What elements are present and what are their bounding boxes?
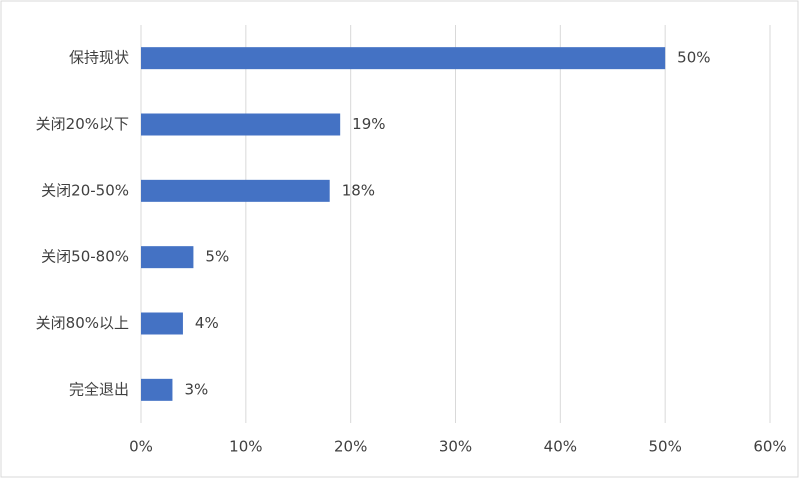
x-tick-label: 10%	[229, 438, 262, 456]
x-tick-label: 30%	[439, 438, 472, 456]
bar	[141, 246, 194, 269]
x-tick-label: 20%	[334, 438, 367, 456]
bar	[141, 113, 341, 136]
x-tick-label: 0%	[129, 438, 153, 456]
data-label: 3%	[184, 380, 208, 398]
bar	[141, 312, 183, 335]
bar	[141, 378, 173, 401]
y-tick-label: 关闭80%以上	[36, 314, 129, 332]
data-label: 19%	[352, 115, 385, 133]
data-label: 18%	[342, 181, 375, 199]
y-tick-label: 关闭20%以下	[36, 115, 129, 133]
data-label: 50%	[677, 49, 710, 67]
x-tick-label: 50%	[648, 438, 681, 456]
bar	[141, 47, 666, 70]
y-tick-label: 关闭50-80%	[41, 248, 129, 266]
data-label: 5%	[205, 248, 229, 266]
data-label: 4%	[195, 314, 219, 332]
y-tick-label: 完全退出	[69, 380, 129, 398]
bar	[141, 179, 330, 202]
y-tick-label: 保持现状	[69, 49, 129, 67]
x-tick-label: 60%	[753, 438, 786, 456]
y-tick-label: 关闭20-50%	[41, 181, 129, 199]
x-tick-label: 40%	[544, 438, 577, 456]
